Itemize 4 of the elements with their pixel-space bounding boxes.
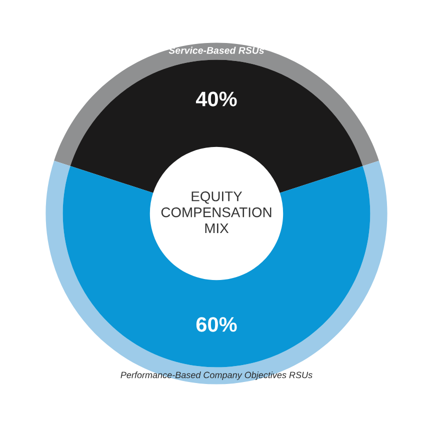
text: EQUITY COMPENSATION MIX — [161, 191, 272, 234]
data-label: 40% — [196, 92, 237, 106]
data-label: 60% — [196, 317, 237, 332]
slice-label: Performance-Based Company Objectives RSUs — [120, 372, 312, 380]
